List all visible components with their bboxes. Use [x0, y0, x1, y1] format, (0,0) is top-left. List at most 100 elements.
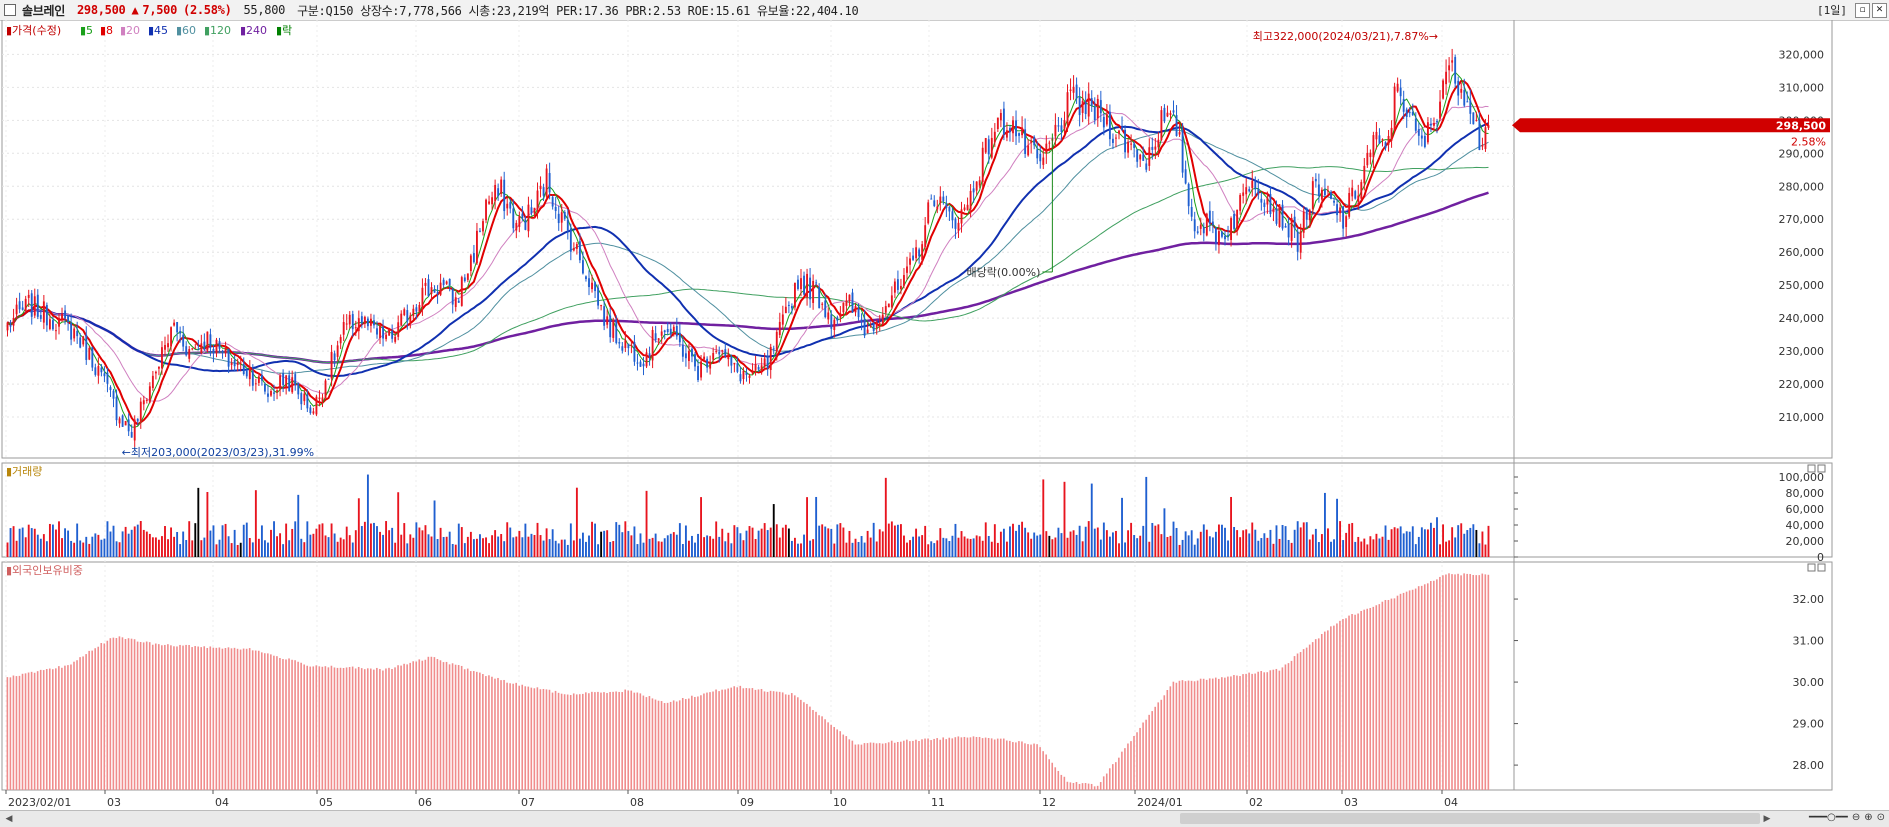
price-tick-label: 220,000 — [1779, 378, 1825, 391]
foreign-bar — [821, 716, 823, 790]
minimize-button[interactable]: ▫ — [1855, 2, 1870, 18]
foreign-bar — [978, 736, 981, 790]
foreign-bar — [657, 700, 660, 790]
foreign-bar — [663, 703, 666, 790]
candle — [1448, 65, 1451, 71]
foreign-bar — [121, 637, 124, 790]
candle — [1324, 189, 1326, 196]
month-label: 08 — [630, 796, 644, 809]
chart-scrollbar[interactable]: ◀ ▶ ━━━○━━ ⊖ ⊕ ⊙ — [0, 810, 1889, 827]
volume-bar — [376, 526, 378, 557]
volume-bar — [282, 544, 285, 557]
volume-bar — [1166, 536, 1169, 557]
volume-bar — [1154, 525, 1157, 557]
foreign-bar — [1196, 680, 1199, 790]
foreign-bar — [488, 675, 490, 790]
foreign-bar — [836, 729, 839, 790]
zoom-fit-icon[interactable]: ⊙ — [1876, 812, 1885, 823]
volume-bar — [715, 521, 718, 557]
candle — [460, 277, 463, 306]
foreign-bar — [512, 683, 514, 790]
foreign-bar — [1423, 584, 1426, 790]
stock-chart-area[interactable]: 210,000220,000230,000240,000250,000260,0… — [0, 20, 1889, 810]
volume-bar — [1348, 523, 1351, 557]
legend-ma-240: ▮240 — [240, 24, 267, 37]
volume-bar — [70, 540, 73, 557]
zoom-in-icon[interactable]: ⊕ — [1864, 812, 1873, 823]
candle — [97, 366, 100, 376]
candle — [1423, 135, 1426, 148]
volume-bar — [1426, 529, 1429, 557]
foreign-bar — [884, 743, 887, 790]
volume-bar — [1193, 544, 1196, 557]
foreign-bar — [912, 740, 914, 790]
price-tick-label: 270,000 — [1779, 213, 1825, 226]
volume-bar — [1175, 527, 1178, 557]
close-button[interactable]: ✕ — [1872, 2, 1887, 18]
candle — [921, 244, 924, 260]
volume-bar — [42, 534, 45, 557]
volume-bar — [566, 544, 569, 557]
candle — [1118, 130, 1120, 134]
volume-bar — [1414, 544, 1417, 557]
candle — [569, 228, 572, 252]
foreign-bar — [1448, 573, 1450, 790]
candle — [948, 206, 951, 212]
candle — [1075, 84, 1078, 99]
volume-bar — [1172, 521, 1175, 557]
foreign-bar — [1254, 673, 1256, 790]
select-checkbox[interactable] — [4, 4, 16, 16]
volume-bar — [39, 538, 42, 557]
scroll-right-icon[interactable]: ▶ — [1763, 814, 1771, 824]
volume-bar — [242, 524, 245, 557]
foreign-bar — [385, 668, 387, 790]
candle — [1202, 227, 1205, 234]
zoom-out-icon[interactable]: ⊖ — [1851, 812, 1861, 823]
candle — [1445, 71, 1448, 85]
foreign-bar — [987, 738, 990, 790]
foreign-bar — [6, 677, 9, 790]
volume-bar — [1251, 522, 1254, 557]
foreign-bar — [582, 693, 584, 790]
volume-bar — [827, 528, 830, 557]
foreign-bar — [1002, 738, 1005, 790]
volume-bar — [291, 528, 294, 557]
foreign-bar — [1093, 786, 1096, 790]
volume-bar — [860, 536, 863, 557]
volume-bar — [215, 544, 218, 557]
candle — [1130, 143, 1133, 145]
volume-bar — [1227, 540, 1229, 557]
volume-bar — [548, 539, 551, 557]
candle — [651, 329, 654, 361]
volume-bar — [1045, 531, 1048, 557]
period-selector[interactable]: [1일] — [1817, 4, 1847, 17]
candle — [1036, 149, 1039, 159]
foreign-bar — [136, 641, 139, 790]
stock-name[interactable]: 솔브레인 — [22, 3, 65, 18]
foreign-bar — [1163, 695, 1166, 790]
candle — [52, 320, 54, 330]
zoom-slider[interactable]: ━━━○━━ — [1809, 812, 1848, 823]
scroll-thumb[interactable] — [1180, 813, 1760, 824]
foreign-bar — [67, 665, 69, 790]
volume-bar — [1127, 530, 1130, 557]
foreign-bar — [1063, 776, 1066, 790]
foreign-bar — [497, 677, 499, 790]
foreign-bar — [1454, 574, 1456, 790]
volume-bar — [878, 529, 881, 557]
foreign-bar — [267, 653, 269, 790]
volume-bar — [1211, 537, 1214, 557]
volume-bar — [448, 531, 451, 557]
candle — [572, 248, 575, 251]
foreign-bar — [1296, 653, 1299, 790]
foreign-bar — [500, 680, 502, 790]
candle — [524, 220, 527, 230]
foreign-bar — [1045, 754, 1047, 790]
foreign-bar — [1205, 679, 1208, 790]
candle — [1454, 57, 1457, 84]
scroll-left-icon[interactable]: ◀ — [5, 814, 13, 824]
volume-bar — [745, 530, 748, 557]
foreign-bar — [833, 727, 835, 790]
candle — [760, 365, 763, 371]
volume-bar — [482, 538, 484, 557]
